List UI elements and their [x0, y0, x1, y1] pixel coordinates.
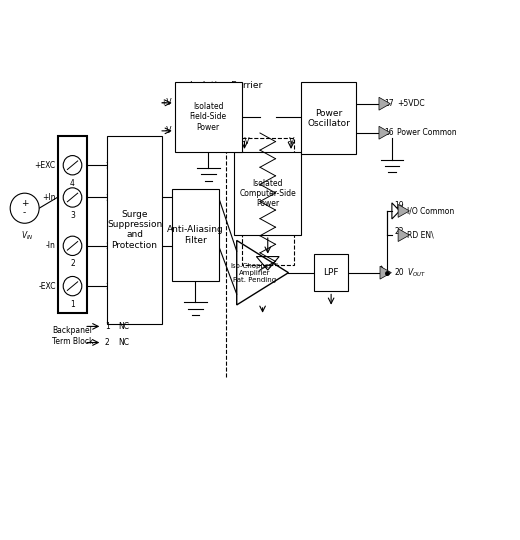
Text: 6: 6: [119, 193, 124, 202]
FancyBboxPatch shape: [314, 254, 348, 292]
Text: NC: NC: [127, 161, 138, 170]
Text: 4: 4: [70, 179, 75, 188]
Text: Iso-Chopper™
Amplifier
Pat. Pending: Iso-Chopper™ Amplifier Pat. Pending: [230, 262, 279, 282]
Text: Isolated
Computer-Side
Power: Isolated Computer-Side Power: [239, 179, 296, 208]
Text: 17: 17: [384, 99, 394, 108]
FancyBboxPatch shape: [108, 136, 162, 323]
Circle shape: [63, 276, 82, 296]
Text: 19: 19: [395, 201, 404, 210]
Polygon shape: [379, 97, 391, 110]
Text: -EXC: -EXC: [38, 282, 56, 291]
Text: +In: +In: [42, 193, 56, 202]
Text: 22: 22: [395, 227, 404, 236]
Text: $V_{OUT}$: $V_{OUT}$: [407, 266, 426, 279]
Circle shape: [63, 188, 82, 207]
Text: Isolated
Field-Side
Power: Isolated Field-Side Power: [190, 102, 227, 132]
Text: 4: 4: [119, 161, 124, 170]
Text: 2: 2: [70, 259, 75, 268]
Text: 3: 3: [119, 282, 124, 291]
Text: 3: 3: [70, 211, 75, 220]
Text: $V_{IN}$: $V_{IN}$: [21, 230, 34, 242]
Circle shape: [63, 236, 82, 255]
Text: 2: 2: [105, 338, 110, 347]
Circle shape: [10, 193, 39, 223]
Text: NC: NC: [127, 282, 138, 291]
Text: Power
Oscillator: Power Oscillator: [307, 109, 350, 128]
Text: Anti-Aliasing
Filter: Anti-Aliasing Filter: [167, 225, 224, 245]
Polygon shape: [379, 126, 391, 139]
Polygon shape: [398, 205, 409, 218]
Text: +5VDC: +5VDC: [397, 99, 425, 108]
Polygon shape: [398, 228, 409, 241]
FancyBboxPatch shape: [58, 136, 87, 313]
Circle shape: [63, 156, 82, 175]
Text: NC: NC: [118, 338, 129, 347]
Text: Backpanel
Term Block: Backpanel Term Block: [52, 326, 93, 346]
Text: 20: 20: [395, 268, 404, 277]
Text: +: +: [21, 199, 29, 208]
Text: +V: +V: [239, 138, 250, 146]
Text: -: -: [23, 208, 27, 217]
Text: -In: -In: [46, 241, 56, 251]
Text: 16: 16: [384, 128, 394, 137]
Text: +EXC: +EXC: [34, 161, 56, 170]
FancyBboxPatch shape: [175, 82, 242, 152]
Text: Power Common: Power Common: [397, 128, 457, 137]
Text: I/O Common: I/O Common: [407, 206, 454, 215]
Text: -V: -V: [287, 138, 295, 146]
Text: 1: 1: [105, 322, 110, 331]
Text: Surge
Suppression
and
Protection: Surge Suppression and Protection: [107, 210, 162, 250]
Text: 5: 5: [119, 241, 124, 251]
Text: +V: +V: [161, 98, 172, 107]
Polygon shape: [380, 266, 392, 279]
Text: Isolation Barrier: Isolation Barrier: [190, 81, 263, 90]
Text: NC: NC: [118, 322, 129, 331]
Text: 1: 1: [70, 300, 75, 308]
Text: RD EN\: RD EN\: [407, 231, 434, 240]
Text: LPF: LPF: [323, 268, 339, 277]
FancyBboxPatch shape: [234, 152, 302, 235]
FancyBboxPatch shape: [302, 82, 356, 154]
Text: -V: -V: [164, 126, 172, 136]
FancyBboxPatch shape: [172, 190, 218, 281]
